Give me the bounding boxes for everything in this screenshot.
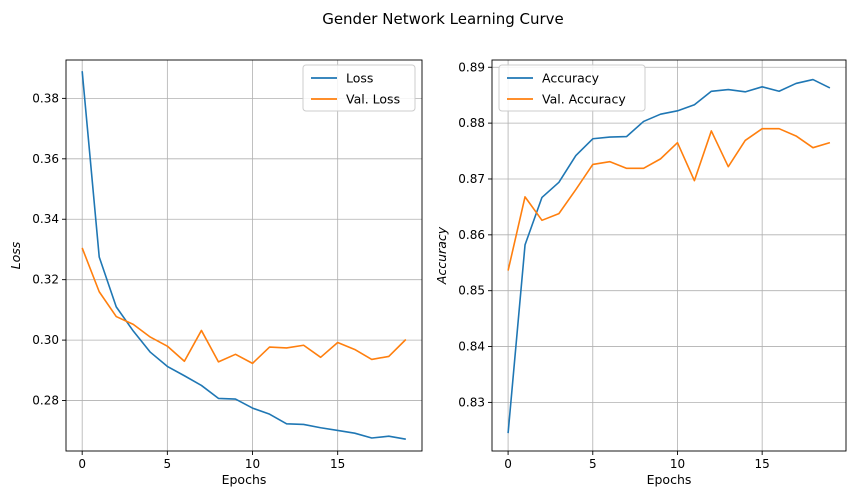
loss-y-axis-label: Loss [8,241,23,269]
accuracy-legend-box [498,64,646,112]
accuracy-y-tick-label: 0.87 [458,172,485,186]
accuracy-legend-label-1: Val. Accuracy [542,92,626,107]
accuracy-x-axis-label: Epochs [647,472,692,487]
loss-legend-label-1: Val. Loss [346,92,400,107]
accuracy-x-tick-label: 0 [504,457,512,471]
accuracy-x-tick-label: 10 [670,457,685,471]
loss-series-line-1 [81,247,407,365]
accuracy-axes-frame [491,59,847,452]
accuracy-series-line-1 [507,127,831,271]
loss-x-tick-label: 15 [330,457,345,471]
accuracy-y-axis-label: Accuracy [434,226,449,285]
loss-series-line-0 [81,71,406,441]
loss-y-tick-label: 0.28 [32,394,59,408]
loss-x-tick-label: 5 [164,457,172,471]
loss-legend-label-0: Loss [346,71,373,86]
loss-x-tick-label: 10 [245,457,260,471]
accuracy-series-line-0 [507,78,831,434]
loss-y-tick-label: 0.38 [32,91,59,105]
loss-axes-frame [65,59,423,452]
loss-y-tick-label: 0.32 [32,273,59,287]
loss-x-tick-label: 0 [78,457,86,471]
accuracy-y-tick-label: 0.86 [458,228,485,242]
accuracy-y-tick-label: 0.85 [458,284,485,298]
accuracy-y-tick-label: 0.83 [458,395,485,409]
accuracy-legend-label-0: Accuracy [542,71,600,86]
loss-y-tick-label: 0.30 [32,333,59,347]
loss-chart: 0 5 10 15 0.28 0.30 0.32 0.34 0.36 0.38 Epochs Loss… [8,59,423,487]
accuracy-y-tick-label: 0.88 [458,116,485,130]
loss-y-tick-label: 0.34 [32,212,59,226]
accuracy-x-tick-label: 5 [589,457,597,471]
figure-title: Gender Network Learning Curve [322,10,564,28]
accuracy-y-tick-label: 0.84 [458,340,485,354]
loss-x-axis-label: Epochs [222,472,267,487]
loss-y-tick-label: 0.36 [32,152,59,166]
accuracy-x-tick-label: 15 [755,457,770,471]
accuracy-chart: 0 5 10 15 0.83 0.84 0.85 0.86 0.87 0.88 0.89 Epochs… [434,59,847,487]
accuracy-y-tick-label: 0.89 [458,60,485,74]
